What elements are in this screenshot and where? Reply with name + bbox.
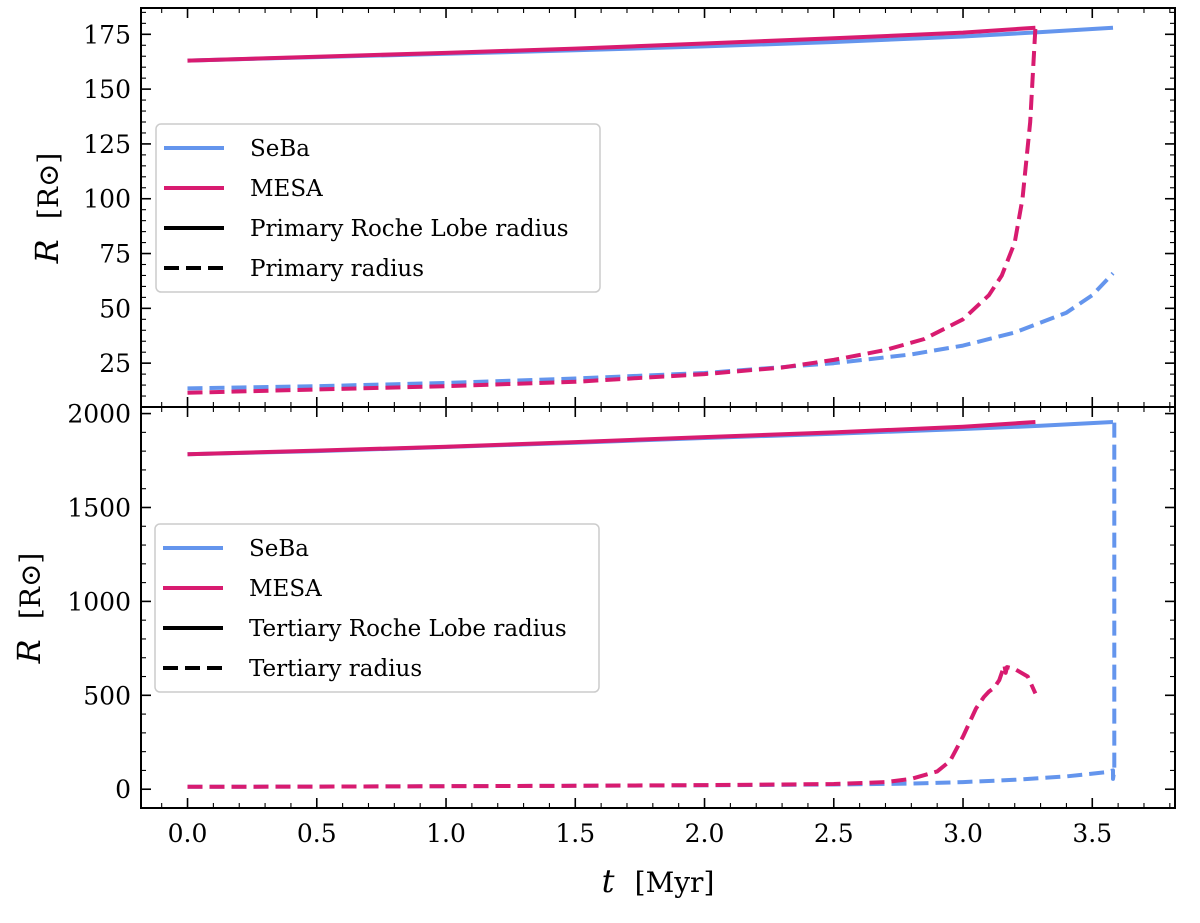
legend-frame [155, 123, 601, 293]
legend-label: SeBa [250, 136, 310, 162]
legend-label: Primary Roche Lobe radius [250, 216, 569, 242]
ytick-label: 1500 [67, 493, 131, 522]
bottom-ylabel-unit: [R⊙] [14, 553, 47, 619]
series-mesa-radius [187, 663, 1038, 789]
ytick-label: 75 [99, 240, 131, 269]
legend-label: Tertiary radius [249, 656, 422, 682]
legend-label: MESA [249, 576, 322, 602]
xtick-label: 1.5 [555, 819, 595, 848]
xtick-label: 2.5 [814, 819, 854, 848]
bottom-xtick-labels: 0.0 0.5 1.0 1.5 2.0 2.5 3.0 3.5 [168, 819, 1113, 848]
ytick-label: 2000 [67, 400, 131, 429]
xtick-label: 2.0 [685, 819, 725, 848]
top-legend: SeBa MESA Primary Roche Lobe radius Primary… [155, 123, 601, 293]
top-ylabel-math: R [28, 239, 66, 264]
series-mesa-roche-lobe-radius [187, 25, 1036, 63]
bottom-plot-frame [140, 406, 1176, 809]
top-series-group [187, 25, 1115, 395]
bottom-ylabel: R [R⊙] [10, 553, 48, 665]
bottom-series-group [187, 420, 1117, 789]
bottom-panel: 0 500 1000 1500 2000 0.0 0.5 1.0 1.5 2.0 2.5 3.0 3.… [10, 400, 1176, 900]
legend-frame [154, 523, 600, 693]
series-seba-radius [187, 271, 1115, 391]
legend-label: Primary radius [250, 256, 424, 282]
bottom-minor-ticks [141, 407, 1175, 809]
ytick-label: 100 [83, 185, 131, 214]
bottom-ylabel-math: R [10, 639, 48, 664]
top-ylabel-unit: [R⊙] [32, 153, 65, 219]
xtick-label: 3.5 [1072, 819, 1112, 848]
xtick-label: 0.0 [168, 819, 208, 848]
series-mesa-roche-lobe-radius [187, 420, 1036, 457]
ytick-label: 25 [99, 349, 131, 378]
ytick-label: 50 [99, 294, 131, 323]
xlabel-unit: [Myr] [635, 866, 715, 899]
legend-label: Tertiary Roche Lobe radius [249, 616, 567, 642]
xlabel-math: t [602, 862, 615, 900]
ytick-label: 150 [83, 75, 131, 104]
xtick-label: 1.0 [426, 819, 466, 848]
xtick-label: 3.0 [943, 819, 983, 848]
top-ytick-labels: 25 50 75 100 125 150 175 [83, 20, 131, 378]
bottom-ytick-labels: 0 500 1000 1500 2000 [67, 400, 131, 805]
bottom-legend: SeBa MESA Tertiary Roche Lobe radius Tertia… [154, 523, 600, 693]
bottom-major-ticks [141, 407, 1175, 808]
ytick-label: 1000 [67, 587, 131, 616]
legend-label: MESA [250, 176, 323, 202]
ytick-label: 175 [83, 20, 131, 49]
xtick-label: 0.5 [297, 819, 337, 848]
legend-label: SeBa [249, 536, 309, 562]
top-panel: 25 50 75 100 125 150 175 R [R⊙] SeBa MESA Primar… [28, 7, 1176, 408]
ytick-label: 500 [83, 681, 131, 710]
xlabel: t [Myr] [602, 862, 715, 900]
top-minor-ticks [141, 8, 1175, 408]
ytick-label: 125 [83, 130, 131, 159]
top-major-ticks [141, 8, 1175, 407]
top-ylabel: R [R⊙] [28, 153, 66, 265]
series-seba-radius [187, 422, 1117, 789]
ytick-label: 0 [115, 775, 131, 804]
